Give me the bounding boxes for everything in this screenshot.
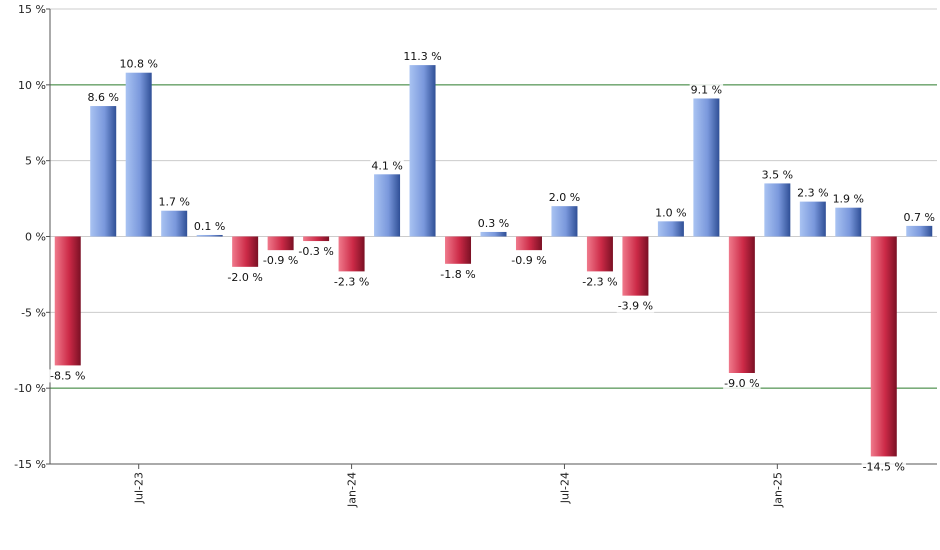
data-label: 0.7 % xyxy=(904,211,935,224)
data-label-bg xyxy=(118,57,159,71)
data-label-bg xyxy=(192,219,227,233)
data-label-bg xyxy=(689,83,724,97)
y-tick-label: 0 % xyxy=(25,231,46,244)
x-tick-label: Jul-24 xyxy=(558,472,571,504)
data-label-bg xyxy=(157,195,191,209)
data-label-bg xyxy=(902,210,936,224)
data-label: -2.3 % xyxy=(334,275,369,288)
data-label-bg xyxy=(402,50,443,64)
data-label-bg xyxy=(370,159,404,173)
bar xyxy=(622,236,649,296)
data-labels: -8.5 %8.6 %10.8 %1.7 %0.1 %-2.0 %-0.9 %-… xyxy=(49,50,936,474)
y-tick-label: 10 % xyxy=(18,79,46,92)
data-label: 4.1 % xyxy=(371,159,402,172)
data-label-bg xyxy=(861,460,906,474)
data-label: 11.3 % xyxy=(403,50,441,63)
bar xyxy=(799,201,826,237)
data-label-bg xyxy=(616,299,655,313)
data-label: -0.3 % xyxy=(298,245,333,258)
bar xyxy=(515,236,542,251)
bar xyxy=(835,207,862,237)
bar xyxy=(374,174,401,237)
bar xyxy=(728,236,755,373)
data-label: 2.3 % xyxy=(797,187,828,200)
data-label: 1.9 % xyxy=(833,193,864,206)
y-tick-label: -5 % xyxy=(21,306,46,319)
y-tick-label: 5 % xyxy=(25,155,46,168)
bar xyxy=(54,236,81,366)
data-label-bg xyxy=(796,186,830,200)
bar xyxy=(551,206,578,237)
bar xyxy=(870,236,897,457)
data-label: -0.9 % xyxy=(263,254,298,267)
data-label-bg xyxy=(49,369,87,383)
data-label-bg xyxy=(831,192,866,206)
data-label-bg xyxy=(439,267,477,281)
data-label-bg xyxy=(476,216,511,230)
bar xyxy=(90,106,117,237)
data-label: 3.5 % xyxy=(762,168,793,181)
bar xyxy=(657,221,684,237)
y-tick-label: -15 % xyxy=(14,458,46,471)
data-label-bg xyxy=(654,206,688,220)
data-label-bg xyxy=(226,270,264,284)
data-label: 2.0 % xyxy=(549,191,580,204)
data-label: 1.7 % xyxy=(158,196,189,209)
y-tick-label: 15 % xyxy=(18,3,46,16)
data-label: 0.3 % xyxy=(478,217,509,230)
data-label: -1.8 % xyxy=(440,268,475,281)
data-label-bg xyxy=(510,254,548,268)
x-tick-label: Jan-24 xyxy=(346,472,359,508)
data-label-bg xyxy=(581,275,619,289)
data-label: 1.0 % xyxy=(655,206,686,219)
data-label-bg xyxy=(723,377,761,390)
x-tick-label: Jul-23 xyxy=(133,472,146,504)
bar xyxy=(125,72,152,237)
data-label: -0.9 % xyxy=(511,254,546,267)
data-label-bg xyxy=(332,275,371,289)
bar xyxy=(303,236,330,242)
data-label: -14.5 % xyxy=(863,460,905,473)
data-label: -2.0 % xyxy=(227,271,262,284)
data-label: 8.6 % xyxy=(87,91,118,104)
data-label: -9.0 % xyxy=(724,377,759,390)
data-label: 10.8 % xyxy=(119,58,157,71)
bar xyxy=(232,236,259,267)
data-label-bg xyxy=(261,254,300,268)
bar xyxy=(764,183,791,237)
bar xyxy=(267,236,294,251)
data-label-bg xyxy=(547,191,582,205)
bar xyxy=(338,236,365,272)
bar xyxy=(586,236,613,272)
bar xyxy=(480,231,507,237)
bar xyxy=(445,236,472,264)
data-label-bg xyxy=(86,91,120,105)
data-label-bg xyxy=(297,245,335,259)
bars xyxy=(54,65,933,457)
bar xyxy=(906,225,933,237)
bar xyxy=(693,98,720,237)
data-label: -3.9 % xyxy=(618,300,653,313)
data-label: -8.5 % xyxy=(50,369,85,382)
x-tick-label: Jan-25 xyxy=(771,472,784,508)
data-label: -2.3 % xyxy=(582,275,617,288)
bar xyxy=(196,234,223,237)
data-label: 0.1 % xyxy=(194,220,225,233)
bar xyxy=(161,210,188,237)
data-label: 9.1 % xyxy=(691,83,722,96)
y-tick-label: -10 % xyxy=(14,382,46,395)
data-label-bg xyxy=(760,168,795,182)
bar xyxy=(409,65,436,237)
axes: 15 % 10 % 5 % 0 % -5 % -10 % -15 % Jul-23 Jan-24… xyxy=(14,3,937,508)
